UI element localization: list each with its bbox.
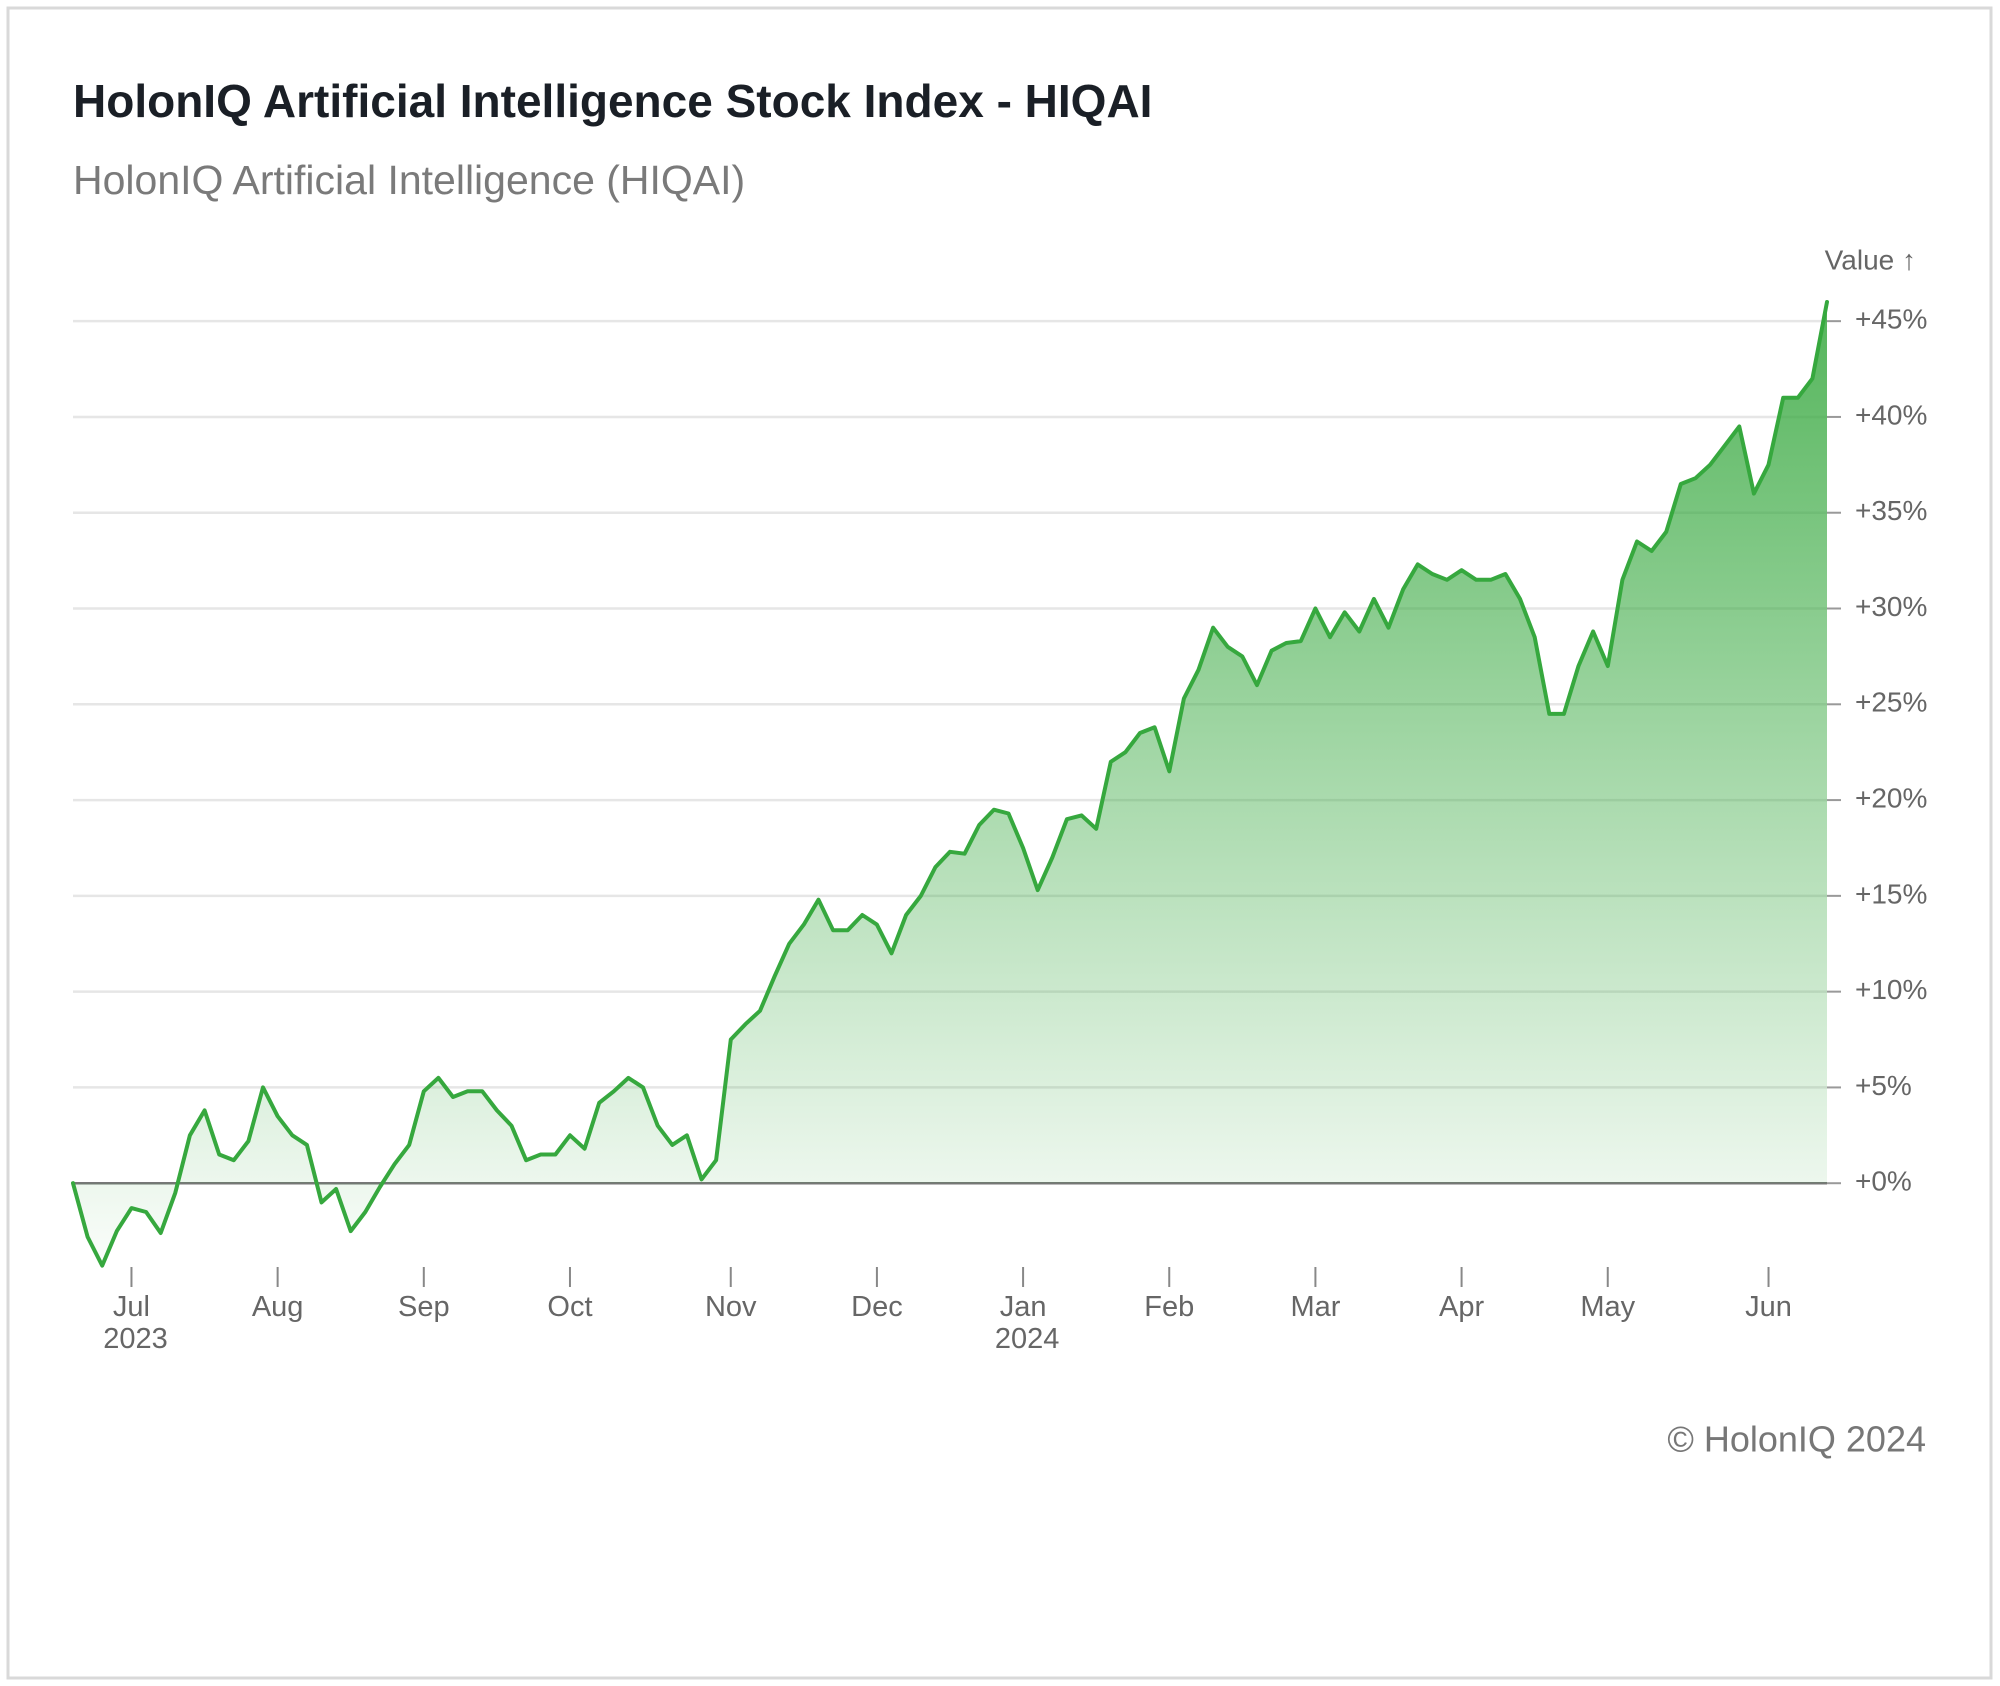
y-tick-label: +0% xyxy=(1855,1166,1912,1197)
x-tick-label: Sep xyxy=(398,1291,450,1323)
x-tick-label: May xyxy=(1580,1291,1635,1323)
y-tick-label: +10% xyxy=(1855,974,1927,1005)
x-tick-label: Jul 2023 xyxy=(95,1291,168,1355)
footer: © HolonIQ 2024 xyxy=(1667,1419,1926,1460)
x-tick-label: Feb xyxy=(1144,1291,1194,1323)
chart-subtitle: HolonIQ Artificial Intelligence (HIQAI) xyxy=(73,157,745,203)
y-axis-label: Value ↑ xyxy=(1825,244,1916,275)
y-tick-label: +20% xyxy=(1855,782,1927,813)
line xyxy=(71,300,1829,1268)
y-tick-label: +45% xyxy=(1855,304,1927,335)
y-tick-label: +40% xyxy=(1855,399,1927,430)
y-tick-label: +25% xyxy=(1855,687,1927,718)
x-tick-label: Dec xyxy=(851,1291,903,1323)
x-tick-label: Mar xyxy=(1290,1291,1340,1323)
y-tick-label: +15% xyxy=(1855,878,1927,909)
chart-title: HolonIQ Artificial Intelligence Stock In… xyxy=(73,75,1152,127)
x-tick-label: Nov xyxy=(705,1291,757,1323)
x-tick-label: Apr xyxy=(1439,1291,1484,1323)
x-tick-label: Oct xyxy=(547,1291,592,1323)
y-tick-label: +5% xyxy=(1855,1070,1912,1101)
x-tick-label: Aug xyxy=(252,1291,304,1323)
x-tick-label: Jan 2024 xyxy=(987,1291,1060,1355)
area xyxy=(73,302,1827,1266)
x-tick-label: Jun xyxy=(1745,1291,1792,1323)
y-tick-label: +35% xyxy=(1855,495,1927,526)
y-tick-label: +30% xyxy=(1855,591,1927,622)
